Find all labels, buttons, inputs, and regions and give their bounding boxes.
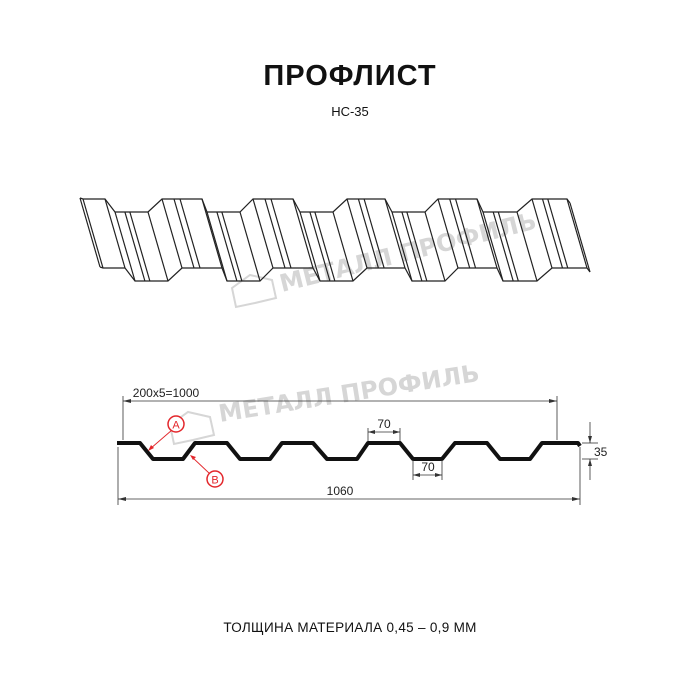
- sheet-fold-line: [346, 198, 368, 269]
- sheet-fold-line: [104, 198, 126, 269]
- sheet-fold-line: [206, 211, 228, 282]
- sheet-fold-line: [252, 198, 274, 269]
- sheet-fold-line: [82, 198, 104, 269]
- material-thickness: ТОЛЩИНА МАТЕРИАЛА 0,45 – 0,9 ММ: [223, 620, 477, 635]
- sheet-rib-line: [406, 211, 428, 282]
- sheet-rib-line: [357, 198, 379, 269]
- sheet-rib-line: [497, 211, 519, 282]
- dim-bottom-flange: 70: [421, 460, 435, 474]
- sheet-top-edge: [79, 197, 571, 213]
- sheet-fold-line: [239, 211, 261, 282]
- sheet-fold-line: [79, 197, 101, 268]
- watermark-text: МЕТАЛЛ ПРОФИЛЬ: [217, 359, 482, 428]
- sheet-fold-line: [476, 198, 498, 269]
- isometric-sheet: [79, 197, 591, 282]
- sheet-rib-line: [179, 198, 201, 269]
- sheet-fold-line: [437, 198, 459, 269]
- sheet-fold-line: [424, 211, 446, 282]
- callout-b-label: B: [211, 475, 218, 487]
- callout-a: A: [148, 415, 185, 451]
- sheet-fold-line: [569, 202, 591, 273]
- watermark-bottom: МЕТАЛЛ ПРОФИЛЬ: [168, 359, 482, 446]
- sheet-fold-line: [482, 211, 504, 282]
- sheet-fold-line: [114, 211, 136, 282]
- sheet-fold-line: [147, 211, 169, 282]
- dim-height: 35: [594, 445, 608, 459]
- cross-section-profile: [117, 441, 582, 461]
- profile-model: НС-35: [331, 104, 369, 119]
- sheet-bottom-edge: [99, 266, 591, 282]
- callout-b: B: [190, 455, 224, 488]
- dim-overall-width: 1060: [327, 484, 354, 498]
- sheet-rib-line: [363, 198, 385, 269]
- sheet-fold-line: [531, 198, 553, 269]
- dimension-lines: [117, 396, 598, 505]
- sheet-fold-line: [384, 198, 406, 269]
- sheet-rib-line: [454, 198, 477, 269]
- sheet-rib-line: [449, 198, 471, 269]
- dimension-arrows: [118, 399, 592, 501]
- sheet-fold-line: [391, 211, 413, 282]
- sheet-rib-line: [492, 211, 514, 282]
- sheet-rib-line: [270, 198, 292, 269]
- sheet-rib-line: [264, 198, 286, 269]
- sheet-fold-line: [299, 211, 321, 282]
- sheet-fold-line: [161, 198, 183, 269]
- page-title: ПРОФЛИСТ: [263, 60, 437, 92]
- sheet-fold-line: [332, 211, 354, 282]
- sheet-fold-line: [566, 198, 588, 269]
- sheet-rib-line: [401, 211, 423, 282]
- sheet-rib-line: [173, 198, 195, 269]
- sheet-fold-line: [516, 211, 538, 282]
- sheet-rib-line: [216, 211, 238, 282]
- sheet-rib-line: [547, 198, 569, 269]
- sheet-rib-line: [314, 211, 336, 282]
- watermark-text: МЕТАЛЛ ПРОФИЛЬ: [277, 207, 540, 298]
- sheet-rib-line: [221, 211, 243, 282]
- sheet-rib-line: [129, 211, 151, 282]
- dim-top-flange: 70: [377, 417, 391, 431]
- sheet-rib-line: [124, 211, 146, 282]
- sheet-rib-line: [541, 198, 564, 269]
- sheet-rib-line: [309, 211, 331, 282]
- sheet-fold-line: [292, 198, 314, 269]
- dim-pitch-total: 200x5=1000: [133, 386, 200, 400]
- callout-a-label: A: [172, 420, 180, 432]
- sheet-fold-line: [201, 198, 223, 269]
